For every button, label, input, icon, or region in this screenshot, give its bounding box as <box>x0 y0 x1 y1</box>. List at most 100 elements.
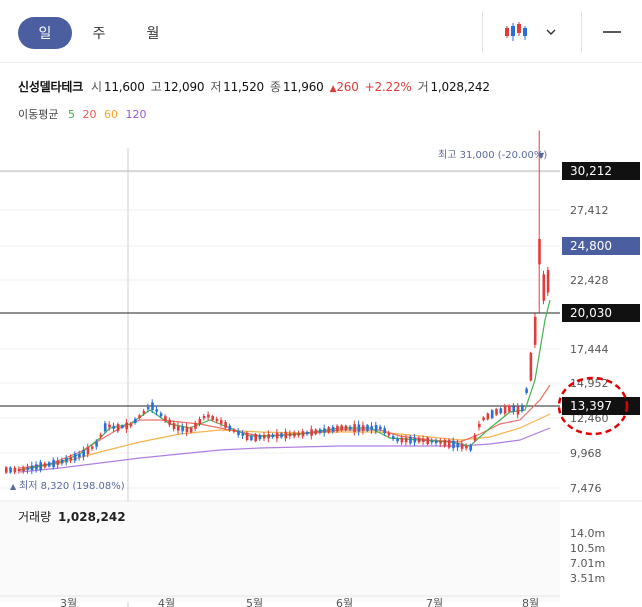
change-percent: +2.22% <box>364 80 412 94</box>
candle <box>69 456 73 461</box>
candle <box>318 429 322 433</box>
candle <box>202 416 206 419</box>
max-annotation: 최고 31,000 (-20.00%) <box>438 149 547 161</box>
open-value: 11,600 <box>103 80 145 94</box>
candle <box>284 431 288 439</box>
candle <box>413 437 417 443</box>
period-tabs: 일 주 월 <box>18 17 180 49</box>
svg-text:13,397: 13,397 <box>570 399 612 413</box>
candle <box>35 464 38 470</box>
candle <box>512 406 515 412</box>
low-label: 저 <box>210 80 222 94</box>
candle <box>447 439 451 448</box>
candles <box>5 130 550 475</box>
chart-type-button[interactable] <box>497 12 537 52</box>
candle <box>435 440 438 444</box>
candle <box>353 424 356 432</box>
candle <box>404 437 408 443</box>
candle <box>198 418 202 425</box>
candle <box>297 432 300 436</box>
candle <box>95 442 98 447</box>
y-tick: 12,460 <box>570 412 609 425</box>
candle <box>396 438 399 442</box>
volume-tick: 14.0m <box>570 527 605 540</box>
candle <box>344 425 348 431</box>
high-label: 고 <box>150 80 162 94</box>
candle <box>241 433 245 436</box>
chevron-down-icon <box>546 29 556 35</box>
candle <box>275 432 279 439</box>
candle <box>495 409 498 415</box>
y-tick: 17,444 <box>570 343 609 356</box>
candle <box>60 460 64 464</box>
candle <box>159 413 163 417</box>
close-label: 종 <box>269 80 281 94</box>
candle <box>52 459 55 468</box>
candle <box>478 423 481 428</box>
x-tick: 5월 <box>246 597 263 607</box>
candle <box>439 441 442 444</box>
minus-icon <box>603 31 621 33</box>
header-divider <box>0 62 642 63</box>
candle <box>151 402 154 410</box>
candle <box>280 433 283 438</box>
candle <box>121 425 124 428</box>
candle <box>456 443 460 448</box>
candle <box>26 467 30 470</box>
candle <box>443 439 447 447</box>
candle <box>250 435 253 441</box>
candle <box>417 437 421 443</box>
candle <box>5 467 8 473</box>
candle <box>336 425 339 432</box>
candle <box>374 424 378 432</box>
tab-daily[interactable]: 일 <box>18 17 72 49</box>
tab-monthly[interactable]: 월 <box>146 26 160 42</box>
candle <box>30 465 34 471</box>
candle <box>215 418 219 422</box>
chart-toolbar <box>482 12 642 52</box>
y-tick: 22,428 <box>570 274 609 287</box>
candle <box>529 352 533 381</box>
candle <box>465 445 468 449</box>
price-label-24800: 24,800 <box>562 237 640 255</box>
candle <box>237 430 240 436</box>
candle <box>521 404 524 412</box>
price-label-13397: 13,397 <box>562 397 640 415</box>
max-marker-icon: ▼ <box>538 151 545 160</box>
candle <box>211 416 214 420</box>
candle <box>482 417 485 421</box>
candle <box>546 270 550 293</box>
ma-60-line <box>19 413 551 471</box>
candle <box>189 427 193 433</box>
candle <box>301 431 305 437</box>
volume-panel-label: 거래량 <box>18 510 51 524</box>
min-marker-icon: ▲ <box>10 482 17 491</box>
candle <box>293 432 296 437</box>
candle <box>542 274 546 301</box>
y-tick: 7,476 <box>570 482 602 495</box>
candle <box>91 446 94 449</box>
candle <box>254 434 257 442</box>
x-tick: 7월 <box>426 597 443 607</box>
candle <box>125 422 128 430</box>
candle <box>331 426 335 432</box>
volume-value: 1,028,242 <box>430 80 490 94</box>
candle <box>263 435 266 439</box>
candlestick-icon <box>505 22 527 41</box>
menu-button[interactable] <box>592 12 632 52</box>
ma-20: 20 <box>82 108 97 121</box>
candle <box>538 238 541 265</box>
price-label-20030: 20,030 <box>562 304 640 322</box>
tab-weekly[interactable]: 주 <box>92 26 106 42</box>
high-value: 12,090 <box>163 80 205 94</box>
candle <box>129 423 133 427</box>
candle <box>490 410 494 419</box>
chart-type-dropdown[interactable] <box>537 12 565 52</box>
svg-text:30,212: 30,212 <box>570 164 612 178</box>
candle <box>379 426 382 430</box>
toolbar-divider <box>482 12 483 52</box>
volume-panel-value: 1,028,242 <box>58 510 126 524</box>
ma-120: 120 <box>125 108 147 121</box>
candle <box>288 433 292 437</box>
